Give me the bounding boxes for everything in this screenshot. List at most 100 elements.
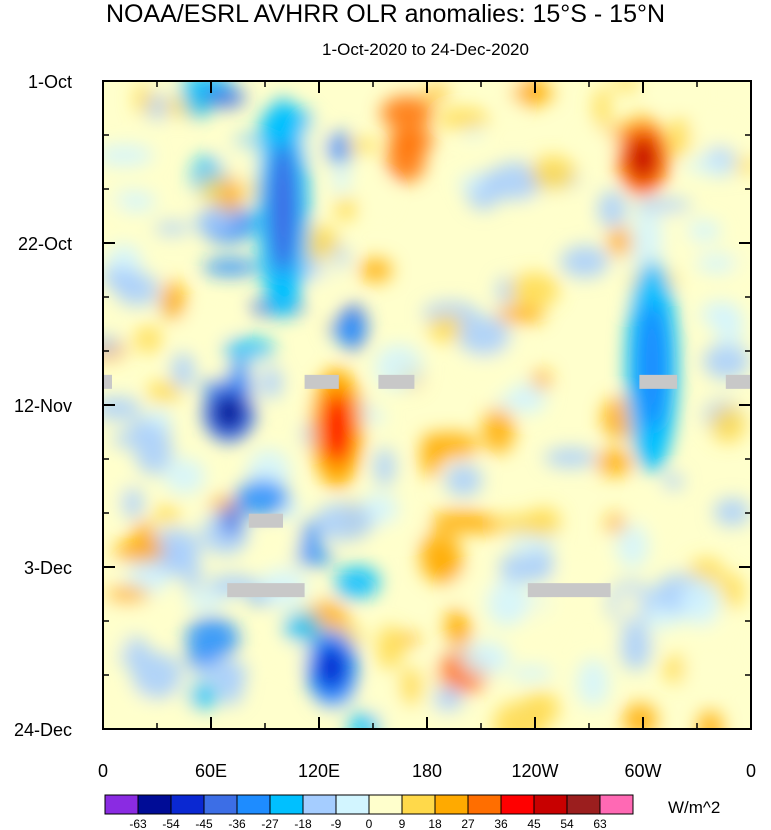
anomaly-cell [560,245,610,278]
anomaly-cell [419,531,461,568]
colorbar-swatch [368,794,403,815]
anomaly-cell [148,528,202,566]
y-tick-label: 22-Oct [18,234,72,254]
anomaly-cell [185,617,240,660]
anomaly-cell [347,712,381,729]
chart-subtitle: 1-Oct-2020 to 24-Dec-2020 [322,40,529,59]
anomaly-cell [164,458,206,495]
anomaly-cell [687,219,721,242]
colorbar-swatch [104,794,139,815]
anomaly-cell [639,493,665,528]
anomaly-cell [185,591,225,611]
anomaly-cell [106,634,129,656]
colorbar-level-label: 63 [593,817,607,830]
colorbar-swatch [302,794,337,815]
anomaly-cell [526,507,561,538]
anomaly-cell [714,498,751,527]
anomaly-cell [632,198,692,213]
anomaly-cell [497,277,515,305]
anomaly-cell [614,589,643,622]
anomaly-cell [611,81,641,91]
missing-data-gap [103,374,112,389]
anomaly-cell [432,568,456,585]
anomaly-feature [214,395,244,431]
anomaly-cell [374,447,395,487]
colorbar-level-label: 0 [366,817,373,830]
anomaly-cell [691,119,740,155]
anomaly-cell [334,197,357,221]
anomaly-cell [437,107,490,130]
anomaly-cell [576,658,610,707]
missing-data-gap [639,374,678,389]
colorbar-swatch [533,794,568,815]
anomaly-cell [182,81,215,119]
anomaly-cell [333,162,350,196]
colorbar-swatch [401,794,436,815]
anomaly-cell [492,701,545,729]
anomaly-cell [710,405,746,443]
anomaly-cell [367,181,390,214]
anomaly-cell [399,666,424,706]
anomaly-cell [619,622,652,671]
anomaly-cell [131,652,183,699]
anomaly-cell [684,157,734,174]
anomaly-cell [606,513,625,534]
anomaly-cell [444,464,483,497]
anomaly-cell [544,448,597,468]
anomaly-cell [487,162,543,201]
anomaly-cell [508,272,560,308]
anomaly-cell [374,687,396,719]
anomaly-cell [482,408,515,454]
colorbar-level-label: -54 [162,817,180,830]
anomaly-cell [359,258,393,283]
anomaly-cell [107,586,150,603]
anomaly-feature [316,645,347,690]
colorbar-level-label: -9 [331,817,342,830]
anomaly-cell [522,600,555,640]
anomaly-cell [383,520,419,537]
colorbar-level-label: -45 [195,817,213,830]
anomaly-cell [486,580,527,627]
anomaly-cell [318,253,342,297]
anomaly-cell [680,578,721,627]
anomaly-cell [529,547,555,583]
anomaly-cell [171,352,195,390]
anomaly-cell [330,318,366,341]
anomaly-cell [236,479,289,518]
anomaly-cell [334,565,381,599]
anomaly-feature [628,136,658,181]
missing-data-gap [527,583,611,598]
anomaly-cell [103,397,142,420]
anomaly-cell [450,616,472,649]
anomaly-cell [103,336,120,353]
anomaly-cell [202,258,259,276]
anomaly-cell [188,683,219,710]
anomaly-cell [679,243,710,258]
colorbar-level-label: 54 [560,817,574,830]
anomaly-cell [532,369,552,390]
missing-data-gap [378,374,415,389]
y-tick-label: 3-Dec [24,558,72,578]
anomaly-cell [103,267,138,288]
anomaly-cell [222,337,275,361]
anomaly-cell [260,366,283,399]
y-tick-label: 12-Nov [14,396,72,416]
anomaly-cell [160,280,187,321]
anomaly-cell [457,316,511,356]
anomaly-cell [593,86,611,131]
anomaly-cell [387,128,435,152]
colorbar-swatch [236,794,271,815]
anomaly-cell [509,382,547,414]
colorbar-level-label: 9 [399,817,406,830]
anomaly-cell [595,448,634,477]
anomaly-cell [283,611,322,643]
colorbar-level-label: 45 [527,817,541,830]
colorbar-swatch [467,794,502,815]
anomaly-cell [521,194,576,210]
anomaly-cell [722,573,744,609]
anomaly-cell [420,432,443,478]
anomaly-cell [703,343,750,380]
anomaly-cell [697,710,723,729]
anomaly-cell [154,222,190,235]
anomaly-cell [630,211,663,260]
